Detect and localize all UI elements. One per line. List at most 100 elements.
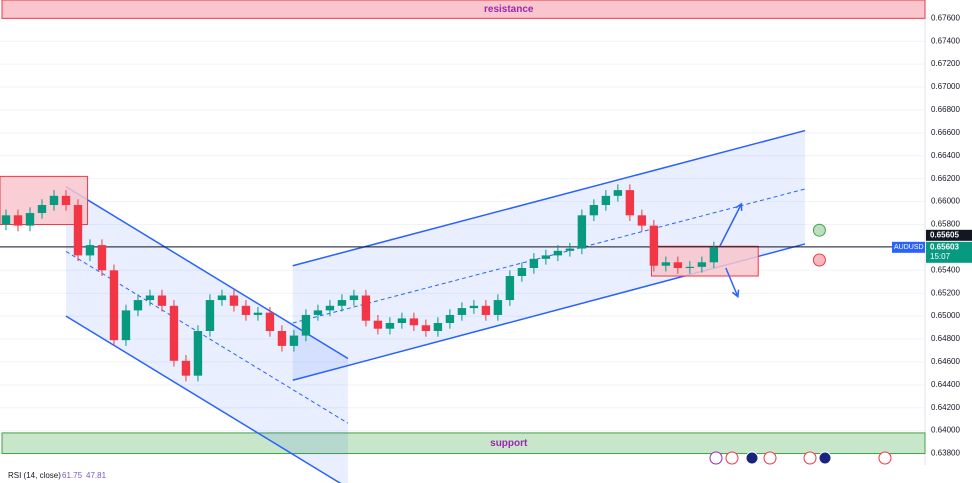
candle-body: [145, 295, 155, 301]
candle-body: [361, 295, 371, 321]
y-tick-label: 0.64800: [931, 334, 960, 343]
zone: [1, 432, 926, 455]
arrow-head: [735, 202, 743, 211]
y-tick-label: 0.65800: [931, 220, 960, 229]
rsi-label: RSI (14, close): [8, 471, 61, 480]
candle-body: [97, 245, 107, 271]
y-tick-label: 0.66400: [931, 151, 960, 160]
candle-body: [409, 318, 419, 326]
last-price-bg: [926, 241, 972, 263]
y-tick-label: 0.67400: [931, 36, 960, 45]
zone-label: resistance: [484, 4, 534, 15]
candle-body: [229, 295, 239, 306]
candle-body: [649, 225, 659, 266]
candle-body: [277, 330, 287, 346]
y-tick-label: 0.64600: [931, 357, 960, 366]
y-tick-label: 0.67000: [931, 82, 960, 91]
candle-body: [421, 325, 431, 331]
channel-fill: [65, 186, 348, 483]
signal-dot: [812, 253, 826, 267]
y-tick-label: 0.66800: [931, 105, 960, 114]
candle-body: [109, 270, 119, 341]
y-tick-label: 0.63800: [931, 449, 960, 458]
candle-body: [541, 255, 551, 259]
candle-body: [553, 250, 563, 256]
y-tick-label: 0.64400: [931, 380, 960, 389]
candle-body: [241, 305, 251, 315]
candle-body: [517, 268, 527, 277]
event-icon: [818, 451, 832, 465]
arrow: [719, 203, 743, 247]
candle-body: [661, 262, 671, 266]
candle-body: [1, 215, 11, 225]
candle-body: [253, 312, 263, 315]
candle-body: [193, 330, 203, 376]
candle-body: [301, 314, 311, 336]
candle-body: [25, 213, 35, 226]
channel-lower: [65, 315, 342, 483]
channel-upper: [65, 186, 349, 360]
candle-body: [61, 195, 71, 206]
candle-body: [457, 308, 467, 315]
candle-body: [337, 300, 347, 306]
event-icons: [709, 451, 892, 465]
y-tick-label: 0.65200: [931, 288, 960, 297]
rsi-value: 47.81: [86, 471, 107, 480]
candle-body: [13, 215, 23, 226]
candle-body: [577, 215, 587, 249]
candle-body: [313, 310, 323, 315]
candle-body: [205, 300, 215, 331]
arrow: [725, 267, 739, 297]
candle-body: [385, 322, 395, 329]
event-icon: [745, 451, 759, 465]
candle-body: [181, 360, 191, 376]
rsi-value: 61.75: [62, 471, 83, 480]
candle-body: [493, 300, 503, 315]
y-tick-label: 0.64200: [931, 403, 960, 412]
price-line-label-bg: [926, 229, 972, 241]
zone: [1, 0, 926, 19]
price-line-label: 0.65605: [930, 230, 959, 239]
y-tick-label: 0.67200: [931, 59, 960, 68]
arrow-head: [731, 289, 740, 299]
event-icon: [803, 451, 817, 465]
signal-dot: [812, 223, 826, 237]
candle-body: [325, 305, 335, 311]
candle-body: [373, 320, 383, 329]
y-tick-label: 0.66600: [931, 128, 960, 137]
candle-body: [709, 247, 719, 263]
candle-body: [217, 295, 227, 301]
y-tick-label: 0.66000: [931, 197, 960, 206]
candle-body: [85, 245, 95, 256]
candle-body: [49, 195, 59, 206]
candle-body: [289, 335, 299, 346]
candle-body: [349, 295, 359, 301]
channel-mid: [292, 188, 806, 324]
candle-body: [589, 205, 599, 216]
countdown-label: 15:07: [930, 252, 951, 261]
channel-upper: [292, 129, 806, 267]
candle-body: [469, 305, 479, 309]
symbol-label-bg: [892, 241, 925, 253]
candle-body: [637, 215, 647, 226]
y-tick-label: 0.64000: [931, 426, 960, 435]
candle-body: [397, 318, 407, 323]
zone-label: support: [490, 438, 528, 449]
y-tick-label: 0.67600: [931, 13, 960, 22]
candle-body: [37, 205, 47, 214]
candle-body: [121, 310, 131, 341]
zone-box: [650, 245, 759, 277]
candle-body: [673, 262, 683, 269]
candle-body: [73, 205, 83, 256]
candle-body: [529, 258, 539, 269]
candle-body: [601, 195, 611, 206]
candle-body: [697, 262, 707, 267]
candle-body: [625, 190, 635, 216]
y-tick-label: 0.65000: [931, 311, 960, 320]
candle-body: [505, 276, 515, 301]
candle-body: [133, 300, 143, 311]
y-tick-label: 0.66200: [931, 174, 960, 183]
candle-body: [445, 314, 455, 323]
